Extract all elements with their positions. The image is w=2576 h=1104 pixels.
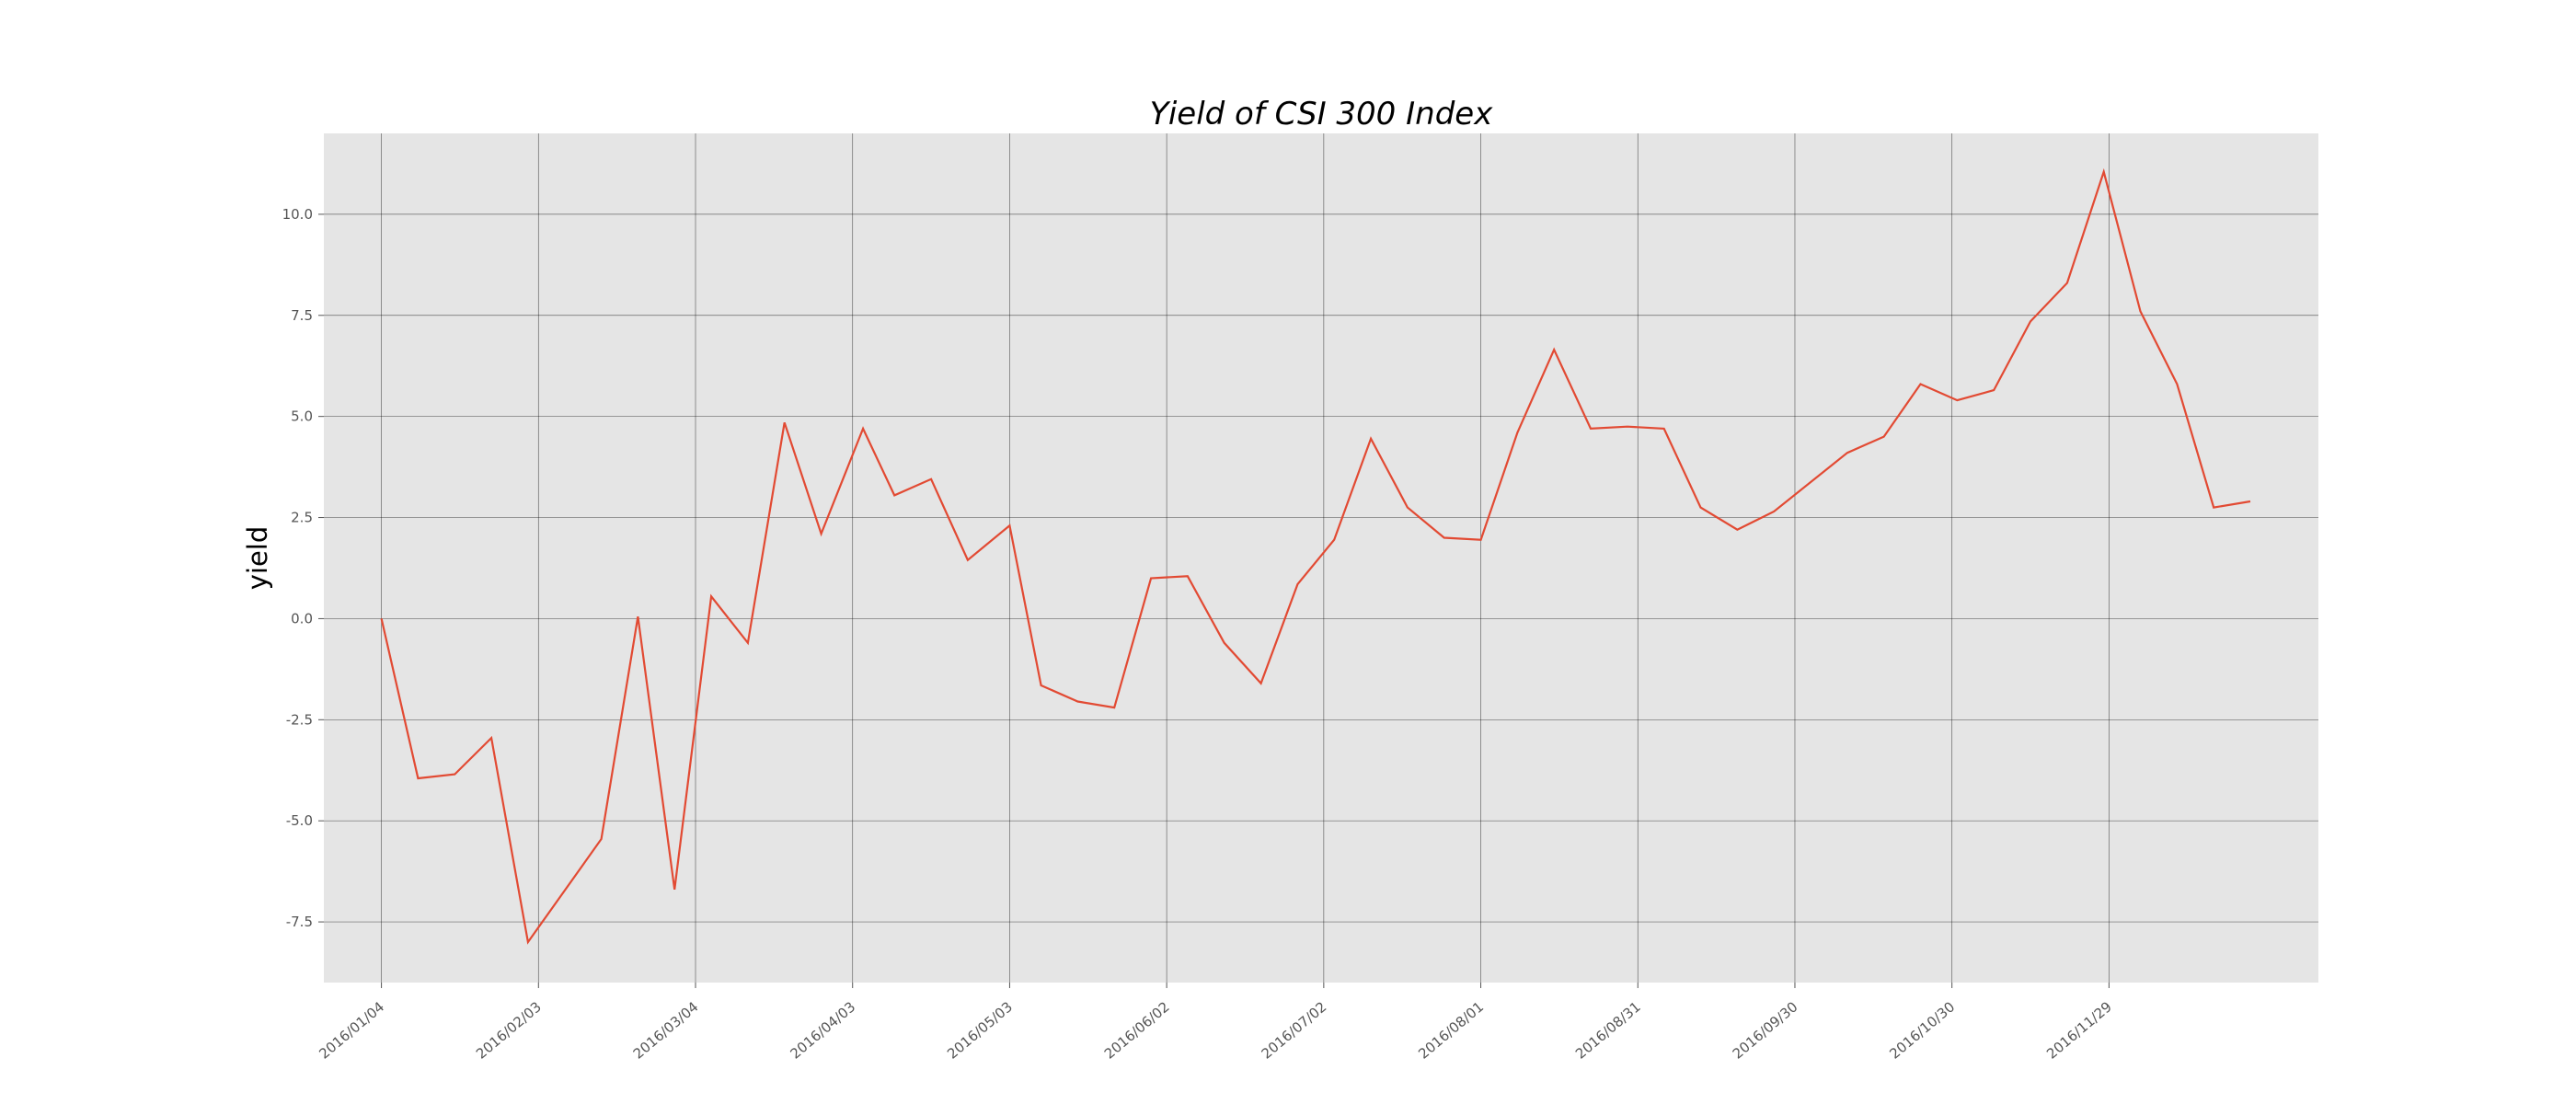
x-tick-label: 2016/09/30	[1730, 998, 1801, 1062]
x-tick-label: 2016/11/29	[2043, 998, 2115, 1062]
x-axis-ticks: 2016/01/04 2016/02/03 2016/03/04 2016/04/03…	[316, 983, 2115, 1063]
y-axis-label: yield	[242, 526, 273, 591]
y-tick-label: -7.5	[286, 914, 313, 930]
x-tick-label: 2016/04/03	[787, 998, 858, 1062]
y-grid	[324, 213, 2318, 923]
y-tick-label: 2.5	[291, 510, 313, 526]
plot-area	[324, 133, 2318, 983]
x-grid	[381, 133, 2110, 983]
y-tick-label: -2.5	[286, 711, 313, 728]
y-tick-label: 5.0	[291, 408, 313, 425]
x-tick-label: 2016/05/03	[944, 998, 1016, 1062]
x-tick-label: 2016/03/04	[630, 998, 702, 1062]
y-axis-ticks: -7.5 -5.0 -2.5 0.0 2.5 5.0 7.5 10.0	[282, 206, 324, 930]
x-tick-label: 2016/08/01	[1415, 998, 1487, 1062]
x-tick-label: 2016/08/31	[1572, 998, 1644, 1062]
y-tick-label: 10.0	[282, 206, 313, 223]
x-tick-label: 2016/07/02	[1259, 998, 1330, 1062]
x-tick-label: 2016/10/30	[1886, 998, 1958, 1062]
x-tick-label: 2016/02/03	[473, 998, 545, 1062]
x-tick-label: 2016/06/02	[1101, 998, 1173, 1062]
series-line-yield	[380, 167, 2251, 945]
y-tick-label: 0.0	[291, 610, 313, 627]
y-tick-label: 7.5	[291, 307, 313, 324]
x-tick-label: 2016/01/04	[316, 998, 387, 1062]
y-tick-label: -5.0	[286, 812, 313, 829]
chart-title: Yield of CSI 300 Index	[1150, 96, 1494, 132]
